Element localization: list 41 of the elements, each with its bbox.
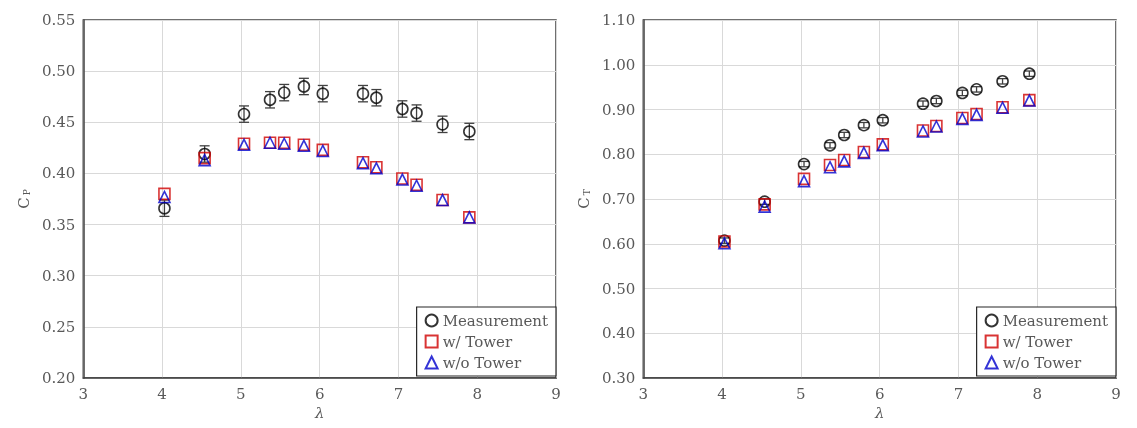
x-axis-title: λ xyxy=(313,404,325,423)
x-tick-label: 9 xyxy=(1111,384,1121,403)
x-tick-label: 4 xyxy=(717,384,727,403)
x-tick-label: 6 xyxy=(314,384,325,403)
y-tick-label: 0.20 xyxy=(41,369,76,387)
x-tick-label: 5 xyxy=(236,384,246,403)
x-tick-label: 8 xyxy=(1032,384,1042,403)
y-tick-label: 0.50 xyxy=(41,62,76,81)
y-tick-label: 0.55 xyxy=(41,11,76,29)
x-tick-label: 7 xyxy=(393,384,404,403)
y-tick-label: 0.50 xyxy=(601,279,636,298)
x-tick-label: 6 xyxy=(874,384,885,403)
x-tick-label: 4 xyxy=(157,384,167,403)
y-tick-label: 0.80 xyxy=(601,145,636,164)
x-tick-label: 9 xyxy=(551,384,561,403)
y-tick-label: 1.10 xyxy=(601,11,636,29)
x-tick-label: 3 xyxy=(78,384,89,403)
y-tick-label: 0.35 xyxy=(41,215,76,234)
y-axis-title: CT xyxy=(574,189,593,209)
legend-label: w/ Tower xyxy=(442,332,513,351)
x-axis-title: λ xyxy=(873,404,885,423)
y-tick-label: 0.45 xyxy=(41,113,76,132)
x-tick-label: 8 xyxy=(472,384,482,403)
x-tick-label: 3 xyxy=(638,384,649,403)
y-tick-label: 0.30 xyxy=(41,266,76,285)
y-tick-label: 0.60 xyxy=(601,234,636,253)
y-tick-label: 0.40 xyxy=(41,164,76,183)
y-tick-label: 0.90 xyxy=(601,100,636,119)
legend-label: Measurement xyxy=(442,311,548,330)
y-tick-label: 0.30 xyxy=(601,369,636,387)
y-axis-title: CP xyxy=(14,189,33,209)
x-tick-label: 7 xyxy=(953,384,964,403)
legend-label: Measurement xyxy=(1002,311,1108,330)
legend-label: w/ Tower xyxy=(1002,332,1073,351)
legend-label: w/o Tower xyxy=(442,353,522,372)
y-tick-label: 1.00 xyxy=(601,55,636,74)
y-tick-label: 0.40 xyxy=(601,324,636,343)
legend-label: w/o Tower xyxy=(1002,353,1082,372)
y-tick-label: 0.25 xyxy=(41,317,76,336)
x-tick-label: 5 xyxy=(796,384,806,403)
y-tick-label: 0.70 xyxy=(601,190,636,208)
